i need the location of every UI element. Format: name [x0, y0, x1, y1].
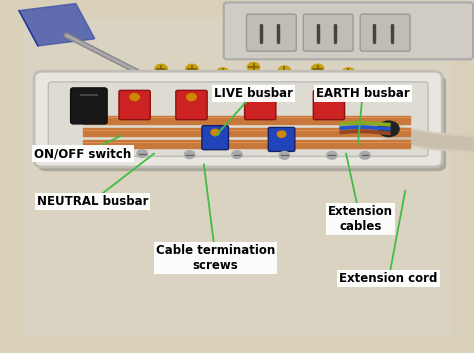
- Circle shape: [360, 151, 370, 159]
- FancyBboxPatch shape: [202, 126, 228, 150]
- FancyBboxPatch shape: [119, 90, 150, 120]
- FancyBboxPatch shape: [360, 14, 410, 51]
- Circle shape: [247, 62, 260, 72]
- Bar: [83, 140, 410, 148]
- Bar: [83, 128, 410, 136]
- Circle shape: [186, 64, 198, 73]
- Circle shape: [327, 151, 337, 159]
- Text: NEUTRAL busbar: NEUTRAL busbar: [36, 195, 148, 208]
- FancyBboxPatch shape: [71, 88, 107, 124]
- Bar: [83, 116, 410, 124]
- Text: EARTH busbar: EARTH busbar: [316, 87, 410, 100]
- Circle shape: [130, 94, 139, 101]
- FancyBboxPatch shape: [48, 82, 428, 156]
- Circle shape: [94, 150, 105, 157]
- FancyBboxPatch shape: [224, 2, 473, 59]
- Text: Extension
cables: Extension cables: [328, 205, 393, 233]
- Circle shape: [184, 151, 195, 158]
- Circle shape: [155, 64, 167, 73]
- Circle shape: [378, 121, 399, 137]
- Circle shape: [211, 129, 219, 136]
- FancyBboxPatch shape: [313, 90, 345, 120]
- Circle shape: [137, 150, 147, 157]
- Circle shape: [311, 64, 324, 73]
- Circle shape: [255, 94, 265, 101]
- Circle shape: [217, 68, 229, 77]
- FancyBboxPatch shape: [34, 71, 442, 167]
- Circle shape: [277, 131, 286, 137]
- Text: ON/OFF switch: ON/OFF switch: [34, 147, 132, 160]
- FancyBboxPatch shape: [303, 14, 353, 51]
- Circle shape: [279, 151, 290, 159]
- Circle shape: [187, 94, 196, 101]
- Text: LIVE busbar: LIVE busbar: [214, 87, 293, 100]
- Text: Cable termination
screws: Cable termination screws: [156, 244, 275, 272]
- FancyBboxPatch shape: [245, 90, 276, 120]
- Circle shape: [232, 151, 242, 158]
- FancyBboxPatch shape: [176, 90, 207, 120]
- Text: Extension cord: Extension cord: [339, 273, 438, 285]
- FancyBboxPatch shape: [268, 127, 295, 151]
- FancyBboxPatch shape: [38, 76, 446, 171]
- FancyBboxPatch shape: [246, 14, 296, 51]
- Circle shape: [278, 66, 291, 75]
- Circle shape: [324, 94, 334, 101]
- Circle shape: [342, 68, 355, 77]
- Polygon shape: [19, 4, 95, 46]
